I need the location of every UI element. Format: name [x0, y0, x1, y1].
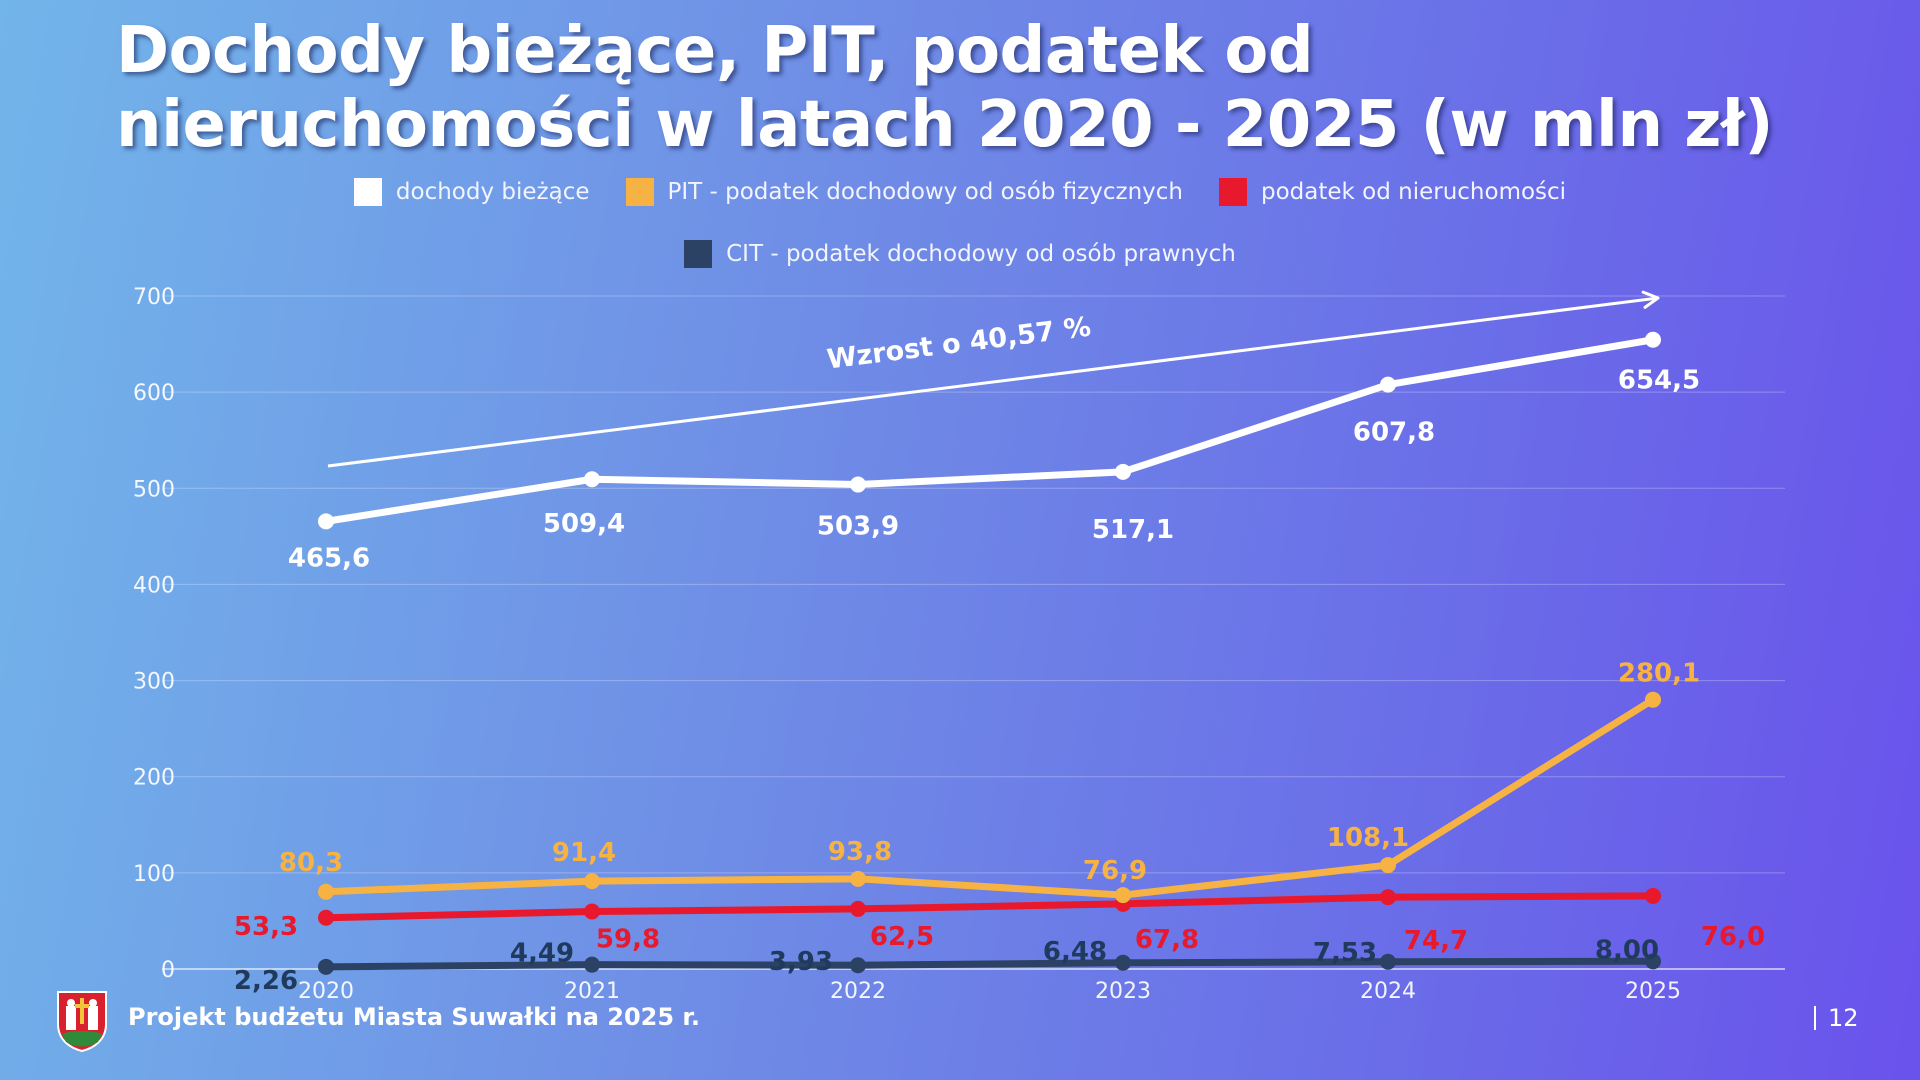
page-number-value: 12 [1828, 1004, 1859, 1032]
x-tick-label: 2025 [1625, 979, 1681, 1004]
legend-item-cit: CIT - podatek dochodowy od osób prawnych [684, 240, 1236, 268]
data-label-cit: 3,93 [769, 947, 833, 977]
data-point-nieruchomosci [1645, 887, 1661, 904]
data-point-nieruchomosci [1380, 889, 1396, 906]
data-label-pit: 80,3 [279, 848, 343, 878]
data-point-nieruchomosci [584, 903, 600, 920]
x-tick-label: 2022 [830, 979, 886, 1004]
legend-item-pit: PIT - podatek dochodowy od osób fizyczny… [625, 178, 1183, 206]
data-label-cit: 6,48 [1043, 937, 1107, 967]
data-point-pit [850, 870, 866, 887]
footer-text: Projekt budżetu Miasta Suwałki na 2025 r… [128, 1003, 700, 1031]
page-number: 12 [1814, 1004, 1859, 1032]
x-tick-label: 2023 [1095, 979, 1151, 1004]
legend-row-1: dochody bieżące PIT - podatek dochodowy … [0, 178, 1920, 206]
x-tick-label: 2021 [564, 979, 620, 1004]
data-label-dochody: 509,4 [543, 509, 625, 539]
data-point-dochody [850, 476, 866, 493]
x-tick-label: 2020 [298, 979, 354, 1004]
data-point-dochody [318, 513, 334, 530]
series-line-nieruchomosci [322, 892, 1657, 922]
y-tick-label: 200 [133, 766, 175, 791]
data-label-pit: 280,1 [1618, 659, 1700, 689]
data-label-nieruchomosci: 53,3 [234, 912, 298, 942]
y-tick-label: 400 [133, 573, 175, 598]
legend-label-dochody: dochody bieżące [395, 179, 590, 205]
data-point-pit [584, 873, 600, 890]
data-label-pit: 108,1 [1327, 823, 1409, 853]
series-line-dochody [322, 336, 1657, 525]
data-label-nieruchomosci: 62,5 [870, 922, 934, 952]
data-point-nieruchomosci [850, 900, 866, 917]
data-label-nieruchomosci: 67,8 [1135, 925, 1199, 955]
data-point-dochody [1380, 376, 1396, 393]
trend-arrow-line [327, 296, 1659, 468]
series-line-cit [322, 957, 1657, 971]
data-point-cit [584, 956, 600, 973]
data-point-pit [318, 883, 334, 900]
legend-label-cit: CIT - podatek dochodowy od osób prawnych [726, 241, 1236, 267]
data-label-dochody: 654,5 [1618, 366, 1700, 396]
data-label-cit: 7,53 [1313, 938, 1377, 968]
y-tick-label: 500 [133, 477, 175, 502]
x-tick-label: 2024 [1360, 979, 1416, 1004]
y-tick-label: 300 [133, 670, 175, 695]
legend-swatch-navy [684, 240, 713, 268]
y-tick-label: 100 [133, 862, 175, 887]
data-point-nieruchomosci [318, 909, 334, 926]
legend-swatch-orange [625, 178, 654, 206]
y-tick-label: 600 [133, 381, 175, 406]
data-point-cit [1645, 953, 1661, 970]
data-point-dochody [584, 471, 600, 488]
data-label-pit: 93,8 [828, 837, 892, 867]
data-label-dochody: 465,6 [288, 543, 370, 573]
data-point-pit [1380, 857, 1396, 874]
data-label-nieruchomosci: 76,0 [1701, 922, 1765, 952]
data-label-dochody: 503,9 [817, 512, 899, 542]
data-point-cit [1115, 954, 1131, 971]
data-point-cit [318, 958, 334, 975]
chart-title: Dochody bieżące, PIT, podatek od nieruch… [116, 14, 1774, 162]
data-label-cit: 2,26 [234, 966, 298, 996]
data-label-dochody: 607,8 [1353, 418, 1435, 448]
data-label-pit: 76,9 [1083, 856, 1147, 886]
legend-item-nieruchomosci: podatek od nieruchomości [1218, 178, 1567, 206]
y-tick-label: 0 [161, 958, 175, 983]
data-point-dochody [1645, 331, 1661, 348]
data-label-cit: 4,49 [510, 939, 574, 969]
legend-item-dochody: dochody bieżące [353, 178, 590, 206]
data-label-nieruchomosci: 74,7 [1404, 926, 1468, 956]
data-point-cit [1380, 953, 1396, 970]
legend-row-2: CIT - podatek dochodowy od osób prawnych [0, 240, 1920, 268]
data-label-dochody: 517,1 [1092, 515, 1174, 545]
legend-swatch-white [353, 178, 382, 206]
y-tick-label: 700 [133, 285, 175, 310]
legend-label-pit: PIT - podatek dochodowy od osób fizyczny… [667, 179, 1183, 205]
legend-label-nieruchomosci: podatek od nieruchomości [1260, 179, 1567, 205]
page-number-separator [1814, 1006, 1816, 1030]
data-label-pit: 91,4 [552, 838, 616, 868]
data-label-nieruchomosci: 59,8 [596, 925, 660, 955]
trend-arrow-head [1641, 290, 1660, 309]
data-point-dochody [1115, 463, 1131, 480]
legend-swatch-red [1218, 178, 1247, 206]
data-point-pit [1645, 691, 1661, 708]
trend-annotation: Wzrost o 40,57 % [825, 312, 1092, 376]
data-point-cit [850, 957, 866, 974]
data-label-cit: 8,00 [1595, 935, 1659, 965]
data-point-pit [1115, 887, 1131, 904]
city-crest-icon [57, 991, 107, 1052]
series-line-pit [322, 696, 1657, 899]
